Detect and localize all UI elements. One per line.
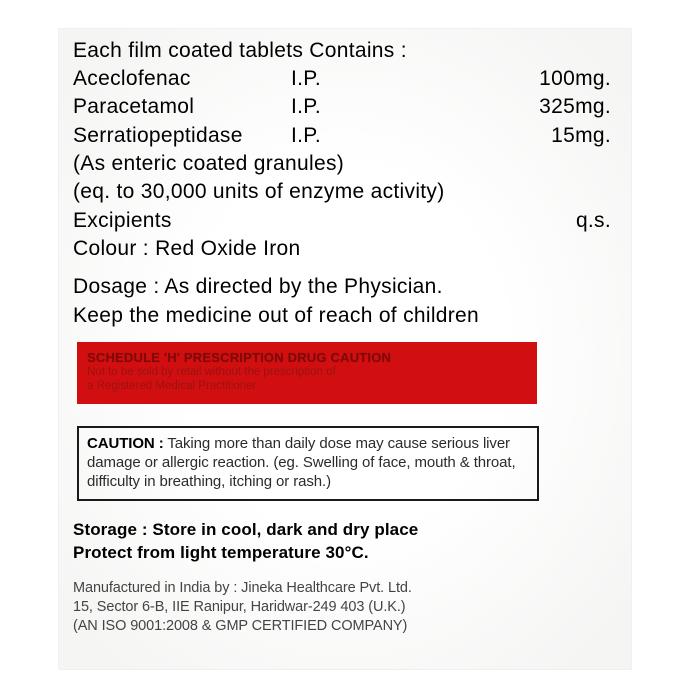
manufacturer-line: 15, Sector 6-B, IIE Ranipur, Haridwar-24… — [73, 598, 617, 617]
excipients-value: q.s. — [576, 207, 617, 235]
manufacturer-line: Manufactured in India by : Jineka Health… — [73, 579, 617, 598]
schedule-h-title: SCHEDULE 'H' PRESCRIPTION DRUG CAUTION — [87, 350, 527, 365]
ingredient-name: Paracetamol — [73, 93, 291, 121]
note-line: (As enteric coated granules) — [73, 150, 617, 178]
storage-line: Storage : Store in cool, dark and dry pl… — [73, 519, 617, 542]
schedule-h-line: a Registered Medical Practitioner — [87, 379, 527, 393]
manufacturer-line: (AN ISO 9001:2008 & GMP CERTIFIED COMPAN… — [73, 617, 617, 636]
ingredient-row: Paracetamol I.P. 325mg. — [73, 93, 617, 121]
ingredient-spec: I.P. — [291, 93, 451, 121]
ingredient-row: Serratiopeptidase I.P. 15mg. — [73, 122, 617, 150]
keep-line: Keep the medicine out of reach of childr… — [73, 302, 617, 330]
ingredient-amount: 15mg. — [451, 122, 617, 150]
manufacturer-block: Manufactured in India by : Jineka Health… — [73, 579, 617, 636]
excipients-row: Excipients q.s. — [73, 207, 617, 235]
storage-block: Storage : Store in cool, dark and dry pl… — [73, 519, 617, 565]
ingredient-name: Serratiopeptidase — [73, 122, 291, 150]
note-line: (eq. to 30,000 units of enzyme activity) — [73, 178, 617, 206]
medicine-label: Each film coated tablets Contains : Acec… — [58, 28, 632, 670]
storage-line: Protect from light temperature 30°C. — [73, 542, 617, 565]
caution-box: CAUTION : Taking more than daily dose ma… — [77, 426, 539, 502]
caution-label: CAUTION : — [87, 435, 164, 452]
colour-line: Colour : Red Oxide Iron — [73, 235, 617, 263]
composition-header: Each film coated tablets Contains : — [73, 39, 617, 63]
schedule-h-warning: SCHEDULE 'H' PRESCRIPTION DRUG CAUTION N… — [77, 342, 537, 404]
ingredient-name: Aceclofenac — [73, 65, 291, 93]
ingredient-spec: I.P. — [291, 122, 451, 150]
ingredient-amount: 325mg. — [451, 93, 617, 121]
ingredient-amount: 100mg. — [451, 65, 617, 93]
dosage-line: Dosage : As directed by the Physician. — [73, 273, 617, 301]
caution-text: CAUTION : Taking more than daily dose ma… — [87, 434, 529, 492]
ingredient-spec: I.P. — [291, 65, 451, 93]
schedule-h-line: Not to be sold by retail without the pre… — [87, 365, 527, 379]
excipients-label: Excipients — [73, 207, 576, 235]
ingredient-row: Aceclofenac I.P. 100mg. — [73, 65, 617, 93]
